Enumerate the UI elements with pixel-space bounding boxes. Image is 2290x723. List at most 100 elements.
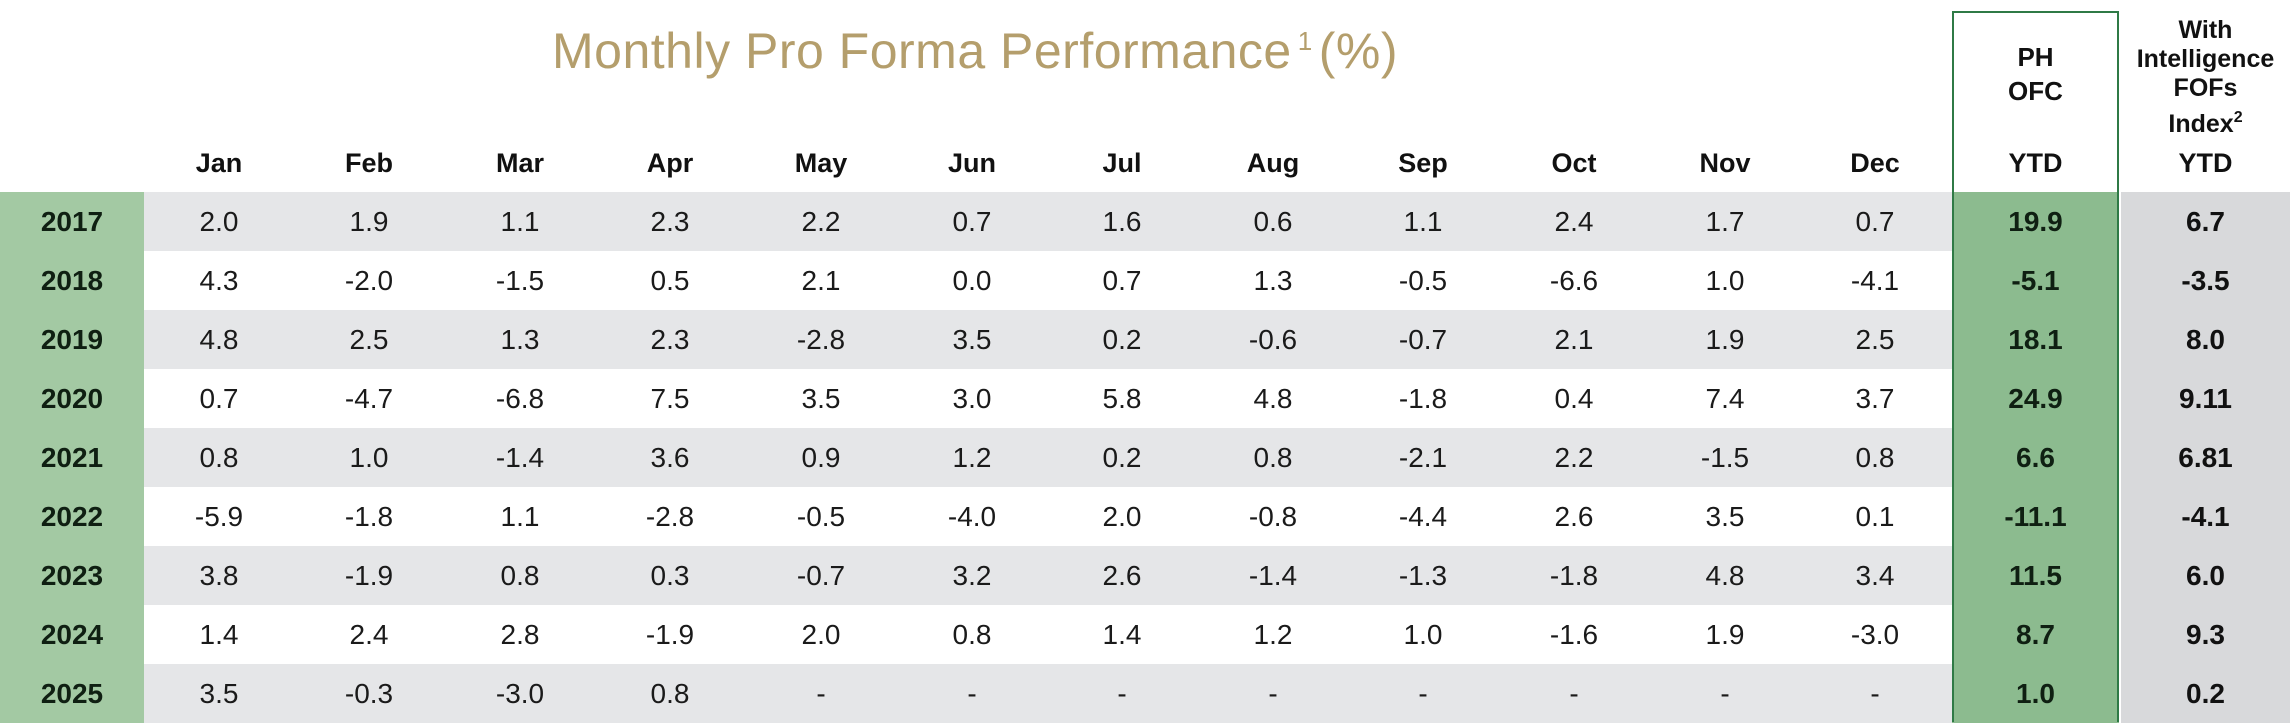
table-row: 2020 0.7 -4.7 -6.8 7.5 3.5 3.0 5.8 4.8 -1.8 0.4 7.4… bbox=[0, 369, 2290, 428]
month-value-cell: -0.8 bbox=[1248, 501, 1298, 532]
month-value-cell: -0.7 bbox=[1398, 324, 1448, 355]
month-value-cell: 0.8 bbox=[952, 619, 992, 650]
ph-ofc-header-line-1: PH bbox=[2017, 42, 2054, 72]
month-value-cell: -3.0 bbox=[1850, 619, 1900, 650]
column-header-feb: Feb bbox=[344, 148, 393, 178]
month-value-cell: 3.7 bbox=[1855, 383, 1895, 414]
ph-column-left-border bbox=[1952, 188, 1954, 722]
column-header-jan: Jan bbox=[195, 148, 243, 178]
month-value-cell: -1.5 bbox=[1700, 442, 1750, 473]
table-row: 2022 -5.9 -1.8 1.1 -2.8 -0.5 -4.0 2.0 -0.8 -4.4 2.… bbox=[0, 487, 2290, 546]
column-header-sep: Sep bbox=[1398, 148, 1448, 178]
month-value-cell: 4.8 bbox=[199, 324, 239, 355]
ph-ofc-ytd-cell: 11.5 bbox=[1952, 546, 2119, 605]
year-cell: 2023 bbox=[0, 546, 144, 605]
index-ytd-cell: 0.2 bbox=[2121, 664, 2290, 723]
month-value-cell: 1.3 bbox=[500, 324, 540, 355]
index-ytd-cell: 9.3 bbox=[2121, 605, 2290, 664]
column-header-may: May bbox=[794, 148, 848, 178]
month-value-cell: -3.0 bbox=[495, 678, 545, 709]
ph-column-right-border bbox=[2117, 188, 2119, 722]
month-value-cell: 2.2 bbox=[1554, 442, 1594, 473]
month-value-cell: 1.4 bbox=[1102, 619, 1142, 650]
index-header-line-2: Intelligence bbox=[2136, 45, 2275, 73]
month-value-cell: 2.3 bbox=[650, 324, 690, 355]
month-value-cell: 0.8 bbox=[1253, 442, 1293, 473]
row-background bbox=[144, 251, 1952, 310]
month-value-cell: 0.8 bbox=[500, 560, 540, 591]
month-value-cell: - bbox=[1870, 678, 1880, 709]
month-value-cell: -6.6 bbox=[1549, 265, 1599, 296]
month-value-cell: 0.0 bbox=[952, 265, 992, 296]
row-background bbox=[144, 546, 1952, 605]
month-value-cell: 0.1 bbox=[1855, 501, 1895, 532]
month-value-cell: 0.7 bbox=[1102, 265, 1142, 296]
month-value-cell: -4.4 bbox=[1398, 501, 1448, 532]
month-value-cell: -1.4 bbox=[1248, 560, 1298, 591]
month-value-cell: -1.8 bbox=[344, 501, 394, 532]
ph-ofc-header-box bbox=[1952, 11, 2119, 188]
month-value-cell: -1.9 bbox=[344, 560, 394, 591]
index-ytd-cell: 6.81 bbox=[2121, 428, 2290, 487]
row-background bbox=[144, 605, 1952, 664]
month-value-cell: -2.0 bbox=[344, 265, 394, 296]
month-value-cell: 0.2 bbox=[1102, 324, 1142, 355]
month-value-cell: - bbox=[1569, 678, 1579, 709]
ph-ofc-ytd-cell: 1.0 bbox=[1952, 664, 2119, 723]
table-row: 2017 2.0 1.9 1.1 2.3 2.2 0.7 1.6 0.6 1.1 2.4 1.7 0.7… bbox=[0, 192, 2290, 251]
month-value-cell: 3.5 bbox=[199, 678, 239, 709]
month-value-cell: -1.3 bbox=[1398, 560, 1448, 591]
column-header-nov: Nov bbox=[1699, 148, 1751, 178]
year-cell: 2017 bbox=[0, 192, 144, 251]
month-value-cell: -1.8 bbox=[1549, 560, 1599, 591]
month-value-cell: 3.6 bbox=[650, 442, 690, 473]
month-value-cell: -1.9 bbox=[645, 619, 695, 650]
table-row: 2024 1.4 2.4 2.8 -1.9 2.0 0.8 1.4 1.2 1.0 -1.6 1.9 -… bbox=[0, 605, 2290, 664]
index-ytd-cell: -4.1 bbox=[2121, 487, 2290, 546]
month-value-cell: 0.3 bbox=[650, 560, 690, 591]
month-value-cell: 2.0 bbox=[199, 206, 239, 237]
month-value-cell: 4.8 bbox=[1253, 383, 1293, 414]
month-value-cell: 2.0 bbox=[1102, 501, 1142, 532]
month-value-cell: 2.1 bbox=[801, 265, 841, 296]
month-value-cell: 3.5 bbox=[1705, 501, 1745, 532]
month-value-cell: 2.5 bbox=[1855, 324, 1895, 355]
month-value-cell: 1.4 bbox=[199, 619, 239, 650]
title-text: Monthly Pro Forma Performance bbox=[552, 23, 1292, 79]
column-header-oct: Oct bbox=[1551, 148, 1597, 178]
month-value-cell: -0.6 bbox=[1248, 324, 1298, 355]
month-value-cell: 2.3 bbox=[650, 206, 690, 237]
month-value-cell: 2.5 bbox=[349, 324, 389, 355]
row-background bbox=[144, 487, 1952, 546]
year-cell: 2019 bbox=[0, 310, 144, 369]
column-header-ytd1: YTD bbox=[2008, 148, 2063, 178]
table-row: 2019 4.8 2.5 1.3 2.3 -2.8 3.5 0.2 -0.6 -0.7 2.1 1.9… bbox=[0, 310, 2290, 369]
month-value-cell: 7.4 bbox=[1705, 383, 1745, 414]
month-value-cell: -0.3 bbox=[344, 678, 394, 709]
month-value-cell: -2.8 bbox=[645, 501, 695, 532]
month-value-cell: -2.8 bbox=[796, 324, 846, 355]
month-value-cell: 1.3 bbox=[1253, 265, 1293, 296]
row-background bbox=[144, 428, 1952, 487]
month-value-cell: - bbox=[1418, 678, 1428, 709]
month-value-cell: 1.0 bbox=[1705, 265, 1745, 296]
month-value-cell: 0.7 bbox=[952, 206, 992, 237]
month-value-cell: 1.9 bbox=[1705, 619, 1745, 650]
month-value-cell: -1.8 bbox=[1398, 383, 1448, 414]
index-header-line-4: Index2 bbox=[2121, 103, 2290, 139]
month-value-cell: -5.9 bbox=[194, 501, 244, 532]
ph-ofc-ytd-cell: -5.1 bbox=[1952, 251, 2119, 310]
month-value-cell: 1.1 bbox=[1403, 206, 1443, 237]
month-value-cell: 4.8 bbox=[1705, 560, 1745, 591]
row-background bbox=[144, 369, 1952, 428]
month-value-cell: 3.5 bbox=[952, 324, 992, 355]
column-header-ytd2: YTD bbox=[2178, 148, 2233, 178]
index-header-word: Index bbox=[2168, 110, 2234, 138]
month-value-cell: 1.9 bbox=[349, 206, 389, 237]
month-value-cell: 0.8 bbox=[650, 678, 690, 709]
month-value-cell: 5.8 bbox=[1102, 383, 1142, 414]
ph-ofc-ytd-cell: -11.1 bbox=[1952, 487, 2119, 546]
table-title: Monthly Pro Forma Performance 1 (%) bbox=[0, 22, 1950, 80]
index-ytd-cell: 8.0 bbox=[2121, 310, 2290, 369]
month-value-cell: 0.8 bbox=[199, 442, 239, 473]
